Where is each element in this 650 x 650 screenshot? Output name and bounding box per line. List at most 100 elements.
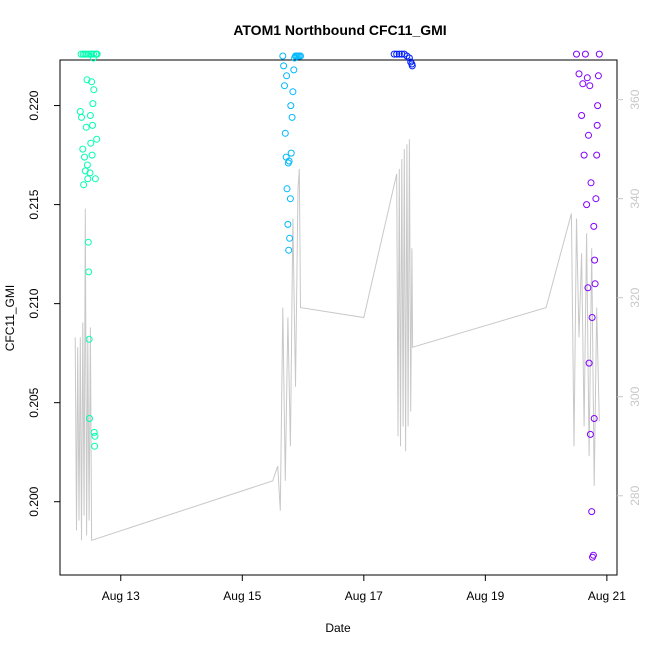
secondary-trace-line <box>74 139 600 541</box>
data-point <box>579 80 587 88</box>
data-point <box>86 112 94 119</box>
data-point <box>88 78 96 86</box>
data-point <box>575 70 583 78</box>
x-tick-label: Aug 17 <box>345 589 383 603</box>
data-point <box>85 335 93 343</box>
data-point <box>84 175 92 183</box>
data-point <box>88 151 96 159</box>
y2-tick-label: 340 <box>628 188 642 208</box>
y2-tick-label: 300 <box>628 386 642 406</box>
data-point <box>592 195 600 203</box>
data-point <box>83 161 91 169</box>
data-point <box>81 153 88 161</box>
data-point <box>84 238 92 246</box>
data-point <box>87 139 95 147</box>
data-point <box>405 54 413 62</box>
secondary-lines-group <box>74 139 600 541</box>
data-point <box>289 88 297 96</box>
data-point <box>287 149 295 157</box>
data-point <box>91 432 99 440</box>
y-axis: 0.200 0.205 0.210 0.215 0.220 <box>27 90 60 517</box>
x-tick-label: Aug 15 <box>223 589 261 603</box>
data-point <box>585 359 593 367</box>
data-point <box>588 508 596 516</box>
data-point <box>286 234 294 242</box>
y2-tick-label: 360 <box>628 89 642 109</box>
data-point <box>283 72 291 80</box>
data-point <box>279 52 287 60</box>
data-point <box>593 151 601 159</box>
data-point <box>85 268 93 276</box>
data-point <box>585 131 592 139</box>
data-point <box>591 256 599 264</box>
data-point <box>297 52 304 60</box>
data-point <box>395 50 403 58</box>
data-point <box>82 123 90 131</box>
x-axis-label: Date <box>325 621 351 635</box>
data-point <box>91 175 99 183</box>
data-point <box>584 284 592 292</box>
data-point <box>591 280 599 288</box>
data-point <box>586 430 594 438</box>
data-point <box>408 62 416 70</box>
y-tick-label: 0.200 <box>27 486 41 516</box>
data-point <box>286 195 294 203</box>
data-points-group <box>76 50 603 561</box>
data-point <box>588 314 596 321</box>
data-point <box>87 50 95 58</box>
data-point <box>81 167 89 175</box>
data-point <box>590 222 598 230</box>
y2-tick-label: 280 <box>628 485 642 505</box>
data-point <box>90 50 97 58</box>
data-point <box>79 145 87 153</box>
x-tick-label: Aug 13 <box>102 589 140 603</box>
data-point <box>86 169 94 177</box>
data-point <box>283 185 291 193</box>
plot-frame <box>59 59 618 576</box>
data-point <box>581 50 589 58</box>
data-point <box>594 102 602 110</box>
data-point <box>287 102 295 110</box>
data-point <box>83 50 91 58</box>
data-point <box>89 121 96 129</box>
y2-axis: 280 300 320 340 360 <box>617 89 642 506</box>
data-point <box>595 50 603 58</box>
chart-title: ATOM1 Northbound CFC11_GMI <box>233 22 446 38</box>
data-point <box>280 62 288 70</box>
data-point <box>284 220 292 228</box>
y-tick-label: 0.205 <box>27 387 41 417</box>
data-point <box>589 551 597 559</box>
data-point <box>93 135 101 143</box>
data-point <box>578 112 586 119</box>
data-point <box>580 151 588 159</box>
y-tick-label: 0.215 <box>27 189 41 219</box>
data-point <box>76 108 84 115</box>
data-point <box>80 181 88 189</box>
data-point <box>586 82 594 90</box>
data-point <box>573 50 580 58</box>
data-point <box>590 415 598 422</box>
x-tick-label: Aug 21 <box>588 589 626 603</box>
data-point <box>83 76 91 84</box>
y-tick-label: 0.210 <box>27 288 41 318</box>
x-tick-label: Aug 19 <box>466 589 504 603</box>
data-point <box>91 442 99 450</box>
data-point <box>583 74 591 82</box>
data-point <box>285 157 293 165</box>
x-axis: Aug 13 Aug 15 Aug 17 Aug 19 Aug 21 <box>102 575 626 603</box>
data-point <box>281 82 288 90</box>
y-axis-label: CFC11_GMI <box>3 285 17 351</box>
data-point <box>90 86 98 94</box>
data-point <box>594 72 602 80</box>
data-point <box>90 428 98 436</box>
data-point <box>393 50 401 58</box>
data-point <box>86 415 93 422</box>
data-point <box>78 113 85 121</box>
data-point <box>281 129 289 137</box>
y2-tick-label: 320 <box>628 287 642 307</box>
data-point <box>587 179 595 187</box>
data-point <box>285 246 293 254</box>
data-point <box>583 201 591 209</box>
data-point <box>89 100 97 108</box>
